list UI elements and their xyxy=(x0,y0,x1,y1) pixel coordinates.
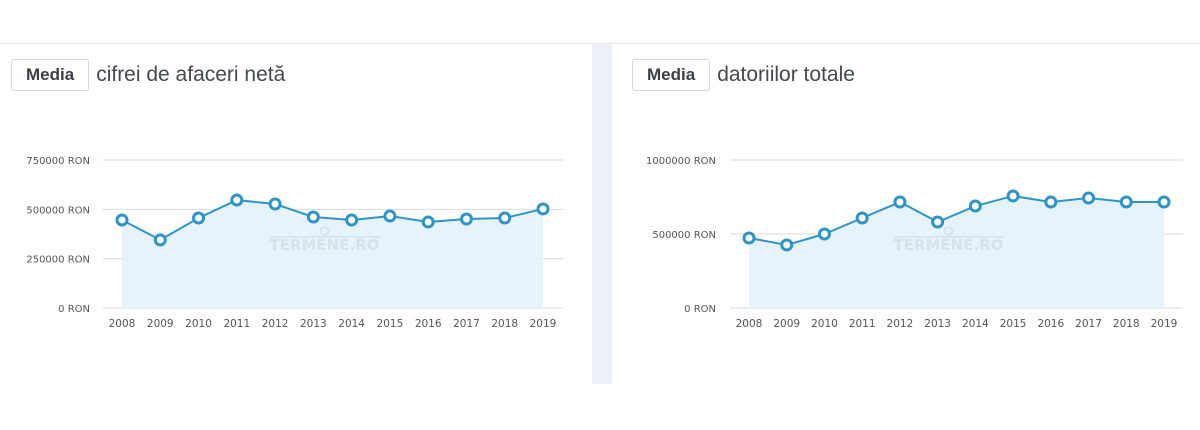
x-tick-label: 2016 xyxy=(1037,318,1064,330)
data-point[interactable] xyxy=(1119,195,1133,209)
media-button[interactable]: Media xyxy=(632,59,711,91)
y-tick-label: 750000 RON xyxy=(26,156,90,167)
x-tick-label: 2017 xyxy=(453,318,480,330)
data-point[interactable] xyxy=(115,213,129,227)
x-tick-label: 2012 xyxy=(887,318,914,330)
media-button[interactable]: Media xyxy=(11,59,90,91)
data-point[interactable] xyxy=(268,197,282,211)
x-tick-label: 2017 xyxy=(1075,318,1102,330)
data-point[interactable] xyxy=(931,215,945,229)
x-tick-label: 2019 xyxy=(1151,318,1178,330)
area-fill xyxy=(749,195,1164,308)
x-tick-label: 2010 xyxy=(185,318,212,330)
x-tick-label: 2010 xyxy=(811,318,838,330)
x-tick-label: 2018 xyxy=(491,318,518,330)
y-tick-label: 0 RON xyxy=(684,304,716,315)
x-tick-label: 2012 xyxy=(262,318,289,330)
data-point[interactable] xyxy=(817,227,831,241)
panel-header: Media datoriilor totale xyxy=(632,59,855,91)
area-fill xyxy=(122,200,543,308)
y-tick-label: 0 RON xyxy=(58,304,90,315)
x-tick-label: 2013 xyxy=(300,318,327,330)
data-point[interactable] xyxy=(192,211,206,225)
panel-title: cifrei de afaceri netă xyxy=(96,63,286,86)
data-point[interactable] xyxy=(345,213,359,227)
turnover-panel: Media cifrei de afaceri netă xyxy=(0,44,592,384)
data-point[interactable] xyxy=(893,195,907,209)
y-tick-label: 1000000 RON xyxy=(646,156,716,167)
x-tick-label: 2015 xyxy=(377,318,404,330)
x-tick-label: 2016 xyxy=(415,318,442,330)
x-tick-label: 2014 xyxy=(962,318,989,330)
data-point[interactable] xyxy=(968,199,982,213)
x-tick-label: 2008 xyxy=(736,318,763,330)
y-tick-label: 500000 RON xyxy=(652,230,716,241)
data-point[interactable] xyxy=(153,233,167,247)
svg-text:TERMENE.RO: TERMENE.RO xyxy=(893,236,1003,254)
data-point[interactable] xyxy=(1082,191,1096,205)
svg-text:TERMENE.RO: TERMENE.RO xyxy=(269,236,379,254)
x-tick-label: 2008 xyxy=(109,318,136,330)
watermark: TERMENE.RO xyxy=(269,226,380,254)
data-point[interactable] xyxy=(421,215,435,229)
x-tick-label: 2009 xyxy=(147,318,174,330)
data-point[interactable] xyxy=(383,209,397,223)
debts-panel: Media datoriilor totale xyxy=(612,44,1200,384)
bell-icon xyxy=(319,226,330,236)
x-tick-label: 2014 xyxy=(338,318,365,330)
x-tick-label: 2015 xyxy=(1000,318,1027,330)
data-point[interactable] xyxy=(1157,195,1171,209)
x-tick-label: 2018 xyxy=(1113,318,1140,330)
x-tick-label: 2019 xyxy=(530,318,557,330)
data-point[interactable] xyxy=(459,212,473,226)
bell-icon xyxy=(943,226,954,236)
data-point[interactable] xyxy=(855,211,869,225)
column-divider xyxy=(592,44,612,384)
y-tick-label: 250000 RON xyxy=(26,255,90,266)
x-tick-label: 2011 xyxy=(223,318,250,330)
panel-header: Media cifrei de afaceri netă xyxy=(11,59,285,91)
x-tick-label: 2009 xyxy=(773,318,800,330)
data-point[interactable] xyxy=(742,231,756,245)
watermark: TERMENE.RO xyxy=(893,226,1004,254)
data-point[interactable] xyxy=(536,202,550,216)
data-point[interactable] xyxy=(780,238,794,252)
x-tick-label: 2011 xyxy=(849,318,876,330)
y-tick-label: 500000 RON xyxy=(26,205,90,216)
x-tick-label: 2013 xyxy=(924,318,951,330)
data-point[interactable] xyxy=(1044,195,1058,209)
data-point[interactable] xyxy=(498,211,512,225)
top-divider-line xyxy=(0,43,1200,44)
data-point[interactable] xyxy=(306,210,320,224)
panel-title: datoriilor totale xyxy=(717,63,855,86)
data-point[interactable] xyxy=(1006,189,1020,203)
debts-chart: 0 RON 500000 RON 1000000 RON TERMENE.RO 2008… xyxy=(646,156,1183,330)
turnover-chart: 0 RON 250000 RON 500000 RON 750000 RON TERME… xyxy=(26,156,563,330)
data-point[interactable] xyxy=(230,193,244,207)
